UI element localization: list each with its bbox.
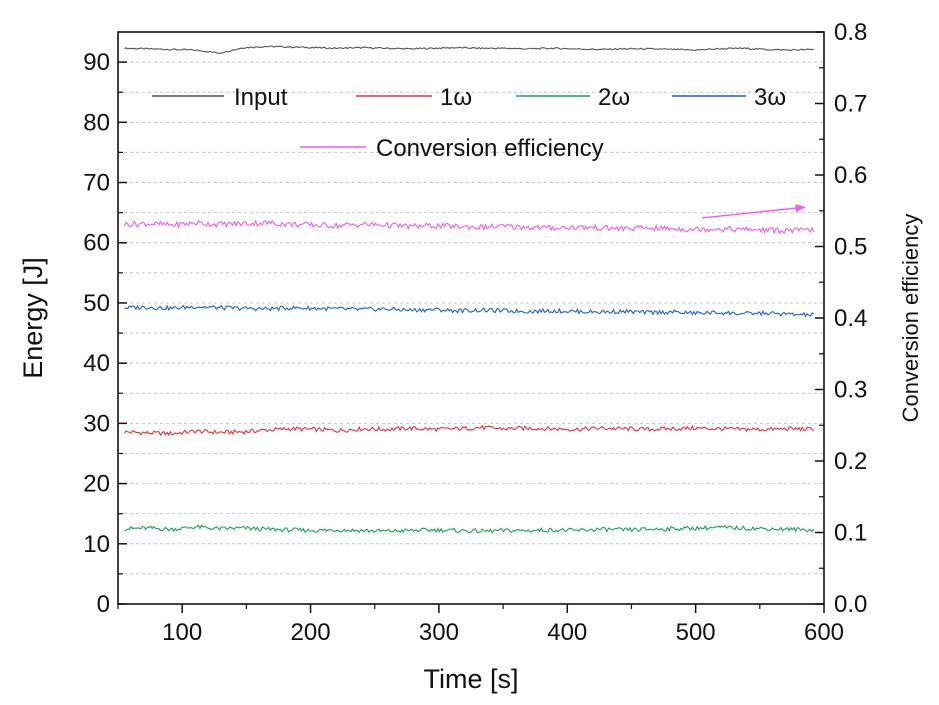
- x-tick-label: 200: [291, 619, 331, 646]
- y2-tick-label: 0.6: [834, 162, 867, 189]
- legend: Input 1ω 2ω 3ω Conversion efficiency: [152, 84, 786, 162]
- series-line-1: [123, 424, 815, 437]
- legend-label-input: Input: [234, 84, 288, 111]
- y2-tick-label: 0.3: [834, 377, 867, 404]
- x-tick-labels: 100 200 300 400 500 600: [162, 619, 844, 646]
- y2-tick-label: 0.1: [834, 520, 867, 547]
- legend-label-2w: 2ω: [598, 84, 630, 111]
- y-tick-label: 10: [83, 531, 110, 558]
- x-axis-title: Time [s]: [423, 664, 518, 694]
- y2-tick-labels: 0.0 0.1 0.2 0.3 0.4 0.5 0.6 0.7 0.8: [834, 19, 867, 618]
- y-tick-label: 0: [97, 591, 110, 618]
- y-tick-label: 30: [83, 410, 110, 437]
- y-tick-label: 70: [83, 170, 110, 197]
- legend-label-3w: 3ω: [754, 84, 786, 111]
- plot-frame: [117, 31, 825, 605]
- legend-label-1w: 1ω: [440, 84, 472, 111]
- y-tick-label: 90: [83, 49, 110, 76]
- series-layer: [123, 45, 815, 534]
- y-tick-label: 40: [83, 350, 110, 377]
- y2-axis-title: Conversion efficiency: [898, 214, 923, 423]
- y2-tick-label: 0.5: [834, 234, 867, 261]
- gridlines: [118, 61, 824, 575]
- y-tick-labels: 0 10 20 30 40 50 60 70 80 90: [83, 49, 110, 618]
- y-axis-title: Energy [J]: [18, 257, 48, 379]
- y2-tick-label: 0.8: [834, 19, 867, 46]
- y-tick-label: 50: [83, 290, 110, 317]
- series-line-0: [124, 45, 814, 54]
- x-tick-label: 500: [676, 619, 716, 646]
- legend-label-efficiency: Conversion efficiency: [376, 135, 604, 162]
- series-line-3: [124, 304, 814, 318]
- y-tick-label: 60: [83, 230, 110, 257]
- efficiency-axis-arrow: [701, 204, 806, 219]
- series-line-2: [124, 524, 815, 534]
- y2-tick-label: 0.7: [834, 91, 867, 118]
- axis-ticks: [117, 31, 825, 613]
- y2-tick-label: 0.0: [834, 591, 867, 618]
- x-tick-label: 100: [162, 619, 202, 646]
- y-tick-label: 80: [83, 109, 110, 136]
- series-line-4: [123, 219, 815, 235]
- y2-tick-label: 0.4: [834, 305, 867, 332]
- y2-tick-label: 0.2: [834, 448, 867, 475]
- x-tick-label: 400: [547, 619, 587, 646]
- x-tick-label: 600: [804, 619, 844, 646]
- y-tick-label: 20: [83, 471, 110, 498]
- x-tick-label: 300: [419, 619, 459, 646]
